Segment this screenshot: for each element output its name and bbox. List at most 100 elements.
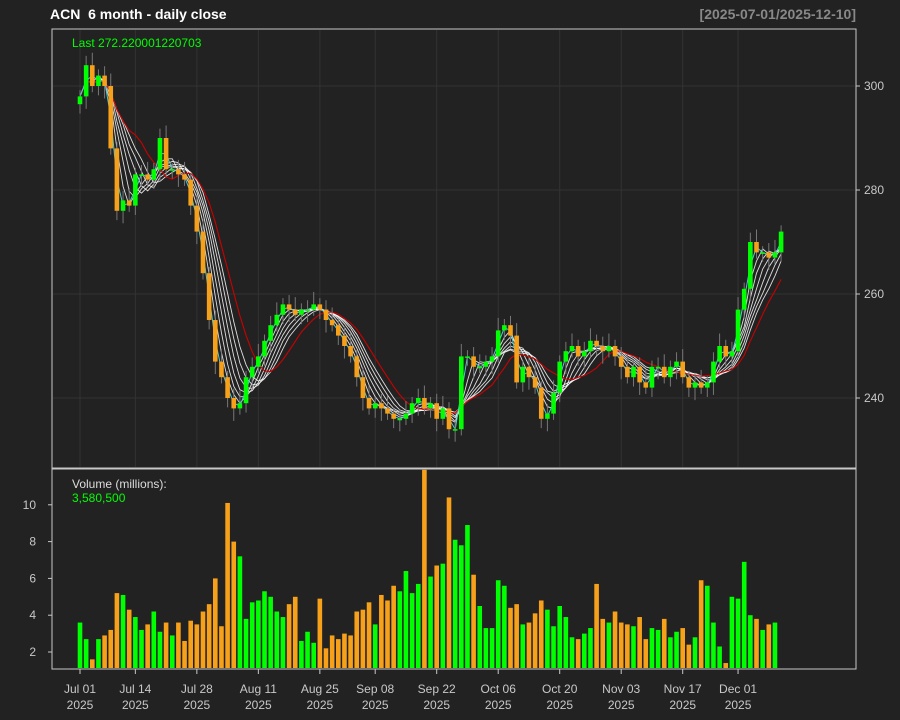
candle-body — [452, 429, 458, 431]
candle-body — [545, 413, 550, 419]
candle-body — [139, 174, 144, 176]
candle-body — [661, 366, 667, 378]
candle-body — [686, 377, 692, 388]
candle-body — [336, 325, 341, 336]
volume-bar — [108, 629, 114, 668]
volume-bar — [551, 626, 556, 668]
candle-body — [329, 320, 335, 326]
moving-average-ribbon — [79, 74, 782, 431]
price-tick-label: 280 — [864, 183, 884, 197]
volume-bar — [618, 622, 624, 668]
candle-body — [262, 340, 267, 357]
candle-body — [680, 361, 685, 378]
volume-bar — [471, 574, 476, 668]
candle-body — [778, 231, 784, 253]
volume-bar — [194, 624, 200, 668]
x-tick-label-day: Nov 17 — [664, 682, 702, 696]
volume-bar — [538, 600, 544, 668]
candle-body — [372, 403, 378, 409]
x-tick-label-day: Dec 01 — [719, 682, 757, 696]
volume-bar — [176, 622, 181, 668]
candle-body — [612, 346, 618, 357]
volume-last-value: 3,580,500 — [72, 491, 126, 505]
volume-bar — [206, 604, 212, 668]
candle-body — [231, 398, 237, 409]
volume-bar — [256, 600, 261, 668]
volume-bar — [452, 539, 458, 668]
volume-bar — [169, 635, 175, 668]
volume-bar — [766, 624, 772, 668]
candle-body — [772, 252, 778, 258]
volume-bar — [588, 628, 593, 668]
volume-bar — [366, 602, 372, 668]
candle-body — [551, 392, 556, 414]
x-tick-label-year: 2025 — [608, 698, 635, 712]
candle-body — [520, 366, 526, 383]
volume-bar — [729, 596, 735, 668]
candle-body — [286, 304, 292, 310]
volume-bar — [754, 618, 759, 668]
volume-bar — [219, 626, 224, 668]
volume-bar — [711, 622, 716, 668]
volume-bar — [723, 663, 729, 668]
last-price-label: Last 272.220001220703 — [72, 36, 202, 50]
candle-body — [434, 403, 439, 419]
volume-bar — [348, 635, 353, 668]
volume-bar — [237, 556, 243, 668]
x-tick-label-year: 2025 — [122, 698, 149, 712]
candle-body — [83, 65, 89, 97]
candle-body — [600, 346, 606, 352]
candle-body — [649, 366, 655, 388]
candle-body — [219, 361, 224, 378]
volume-bar — [748, 615, 753, 668]
candle-body — [366, 398, 372, 409]
x-tick-label-day: Jul 01 — [64, 682, 96, 696]
candle-body — [674, 361, 679, 367]
candle-body — [729, 351, 735, 357]
candle-body — [206, 273, 212, 320]
candle-body — [459, 356, 464, 430]
candle-body — [526, 366, 532, 378]
candle-body — [77, 96, 83, 105]
candle-body — [379, 403, 384, 409]
volume-bar — [403, 571, 409, 668]
volume-bar — [342, 633, 347, 668]
volume-bar — [483, 628, 489, 668]
price-tick-label: 300 — [864, 79, 884, 93]
volume-bar — [446, 497, 452, 668]
volume-tick-label: 10 — [23, 498, 37, 512]
volume-tick-label: 2 — [29, 645, 36, 659]
volume-bar — [495, 580, 501, 668]
candle-body — [415, 398, 421, 404]
moving-average-line — [79, 74, 782, 423]
candle-body — [741, 288, 747, 310]
candle-body — [569, 346, 575, 352]
volume-bar — [772, 622, 778, 668]
volume-bar — [145, 624, 150, 668]
candle-body — [145, 174, 150, 180]
candle-body — [575, 346, 581, 357]
volume-bar — [557, 606, 562, 668]
price-tick-label: 260 — [864, 287, 884, 301]
candle-body — [631, 366, 636, 378]
volume-bar — [188, 620, 193, 668]
volume-bar — [329, 635, 335, 668]
candle-body — [465, 356, 470, 358]
candle-body — [108, 86, 114, 149]
candle-body — [188, 179, 193, 206]
candle-body — [225, 377, 230, 398]
moving-average-fast-line — [79, 74, 782, 431]
candle-body — [705, 382, 710, 388]
candle-body — [213, 320, 218, 362]
candle-body — [268, 325, 273, 341]
volume-bar — [612, 611, 618, 668]
candle-body — [169, 169, 175, 171]
x-tick-label-day: Aug 25 — [301, 682, 339, 696]
candle-body — [422, 398, 427, 409]
candle-body — [594, 340, 599, 346]
candle-body — [243, 377, 249, 404]
volume-bar — [163, 622, 169, 668]
volume-bar — [311, 642, 316, 668]
candle-body — [643, 382, 649, 388]
candle-body — [90, 65, 95, 86]
